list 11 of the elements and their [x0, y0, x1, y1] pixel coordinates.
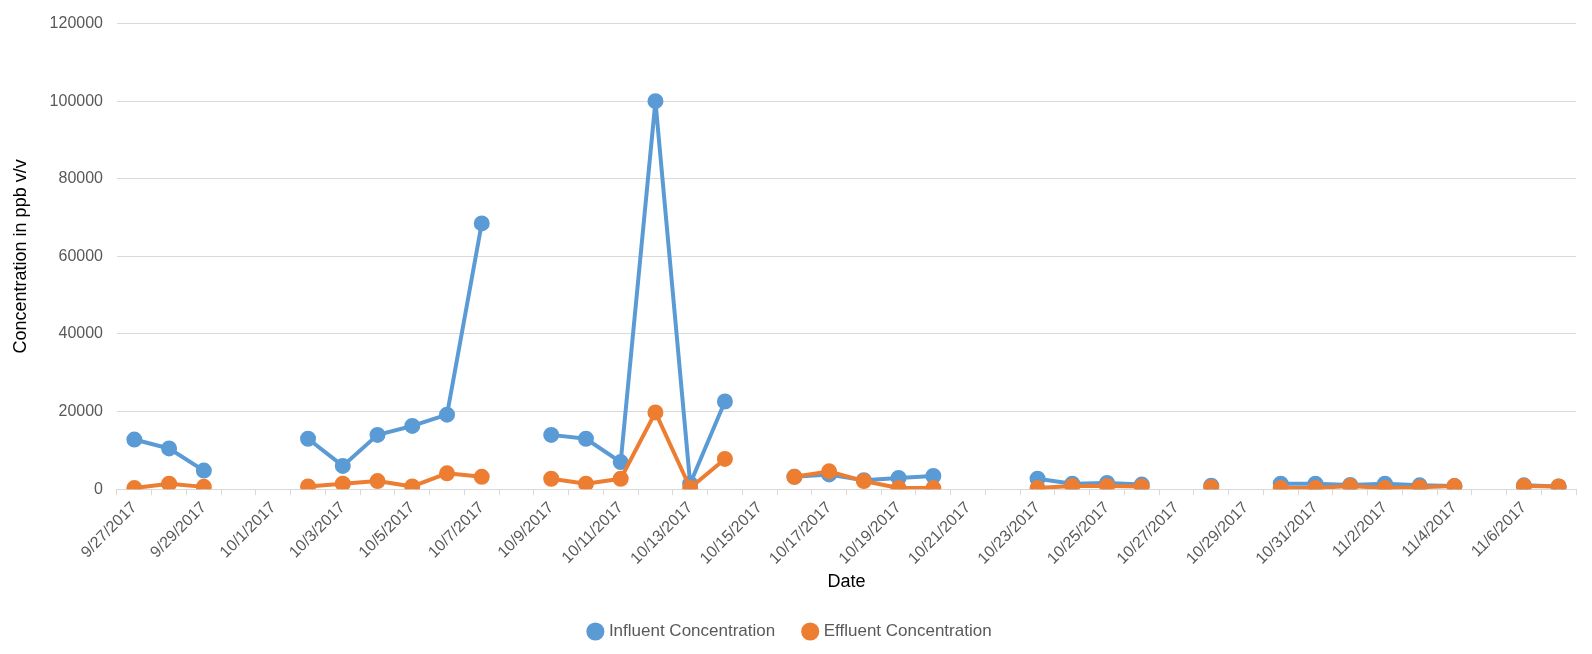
legend-label: Influent Concentration: [608, 621, 776, 641]
legend-label: Effluent Concentration: [823, 621, 992, 641]
y-axis-title: Concentration in ppb v/v: [9, 159, 30, 354]
y-tick-label: 20000: [58, 402, 104, 420]
y-tick-label: 60000: [58, 246, 104, 264]
y-tick-label: 100000: [49, 91, 104, 109]
y-tick-label: 0: [94, 479, 104, 497]
y-tick-label: 40000: [58, 324, 104, 342]
x-axis-title: Date: [827, 571, 866, 592]
y-tick-label: 120000: [49, 14, 104, 32]
y-tick-label: 80000: [58, 169, 104, 187]
